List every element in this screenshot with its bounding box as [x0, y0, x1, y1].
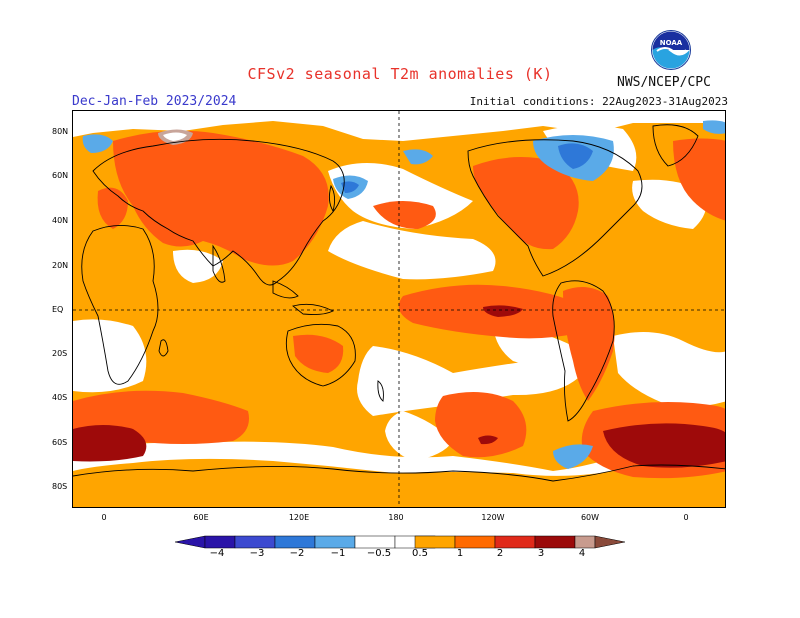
- colorbar-swatch: [454, 535, 496, 549]
- lat-label: 80N: [52, 127, 69, 136]
- colorbar-swatch: [354, 535, 396, 549]
- anomaly-map: [72, 110, 726, 508]
- noaa-logo-text: NOAA: [660, 39, 683, 47]
- colorbar-swatch: [274, 535, 316, 549]
- agency-label: NWS/NCEP/CPC: [617, 75, 711, 90]
- lat-label: 60N: [52, 171, 69, 180]
- colorbar-label: −3: [249, 548, 265, 559]
- colorbar-label: −1: [330, 548, 346, 559]
- lat-label: 20S: [52, 349, 68, 358]
- lat-label: 40N: [52, 216, 69, 225]
- initial-conditions-label: Initial conditions: 22Aug2023-31Aug2023: [469, 95, 728, 108]
- colorbar-label: −0.5: [366, 548, 392, 559]
- noaa-logo-icon: NOAA: [651, 30, 691, 70]
- lat-label: EQ: [52, 305, 64, 314]
- colorbar-label: −4: [209, 548, 225, 559]
- colorbar-label: 1: [456, 548, 464, 559]
- colorbar-swatch: [314, 535, 356, 549]
- colder-regions: [341, 143, 593, 193]
- lon-label: 60W: [580, 513, 600, 522]
- lon-label: 0: [101, 513, 107, 522]
- colorbar-swatch: [534, 535, 576, 549]
- colorbar-label: 4: [578, 548, 586, 559]
- colorbar-label: 2: [496, 548, 504, 559]
- colorbar: [175, 535, 625, 549]
- neutral-regions: [73, 111, 725, 476]
- colorbar-label: 0.5: [412, 548, 428, 559]
- lon-label: 0: [683, 513, 689, 522]
- colorbar-swatch: [204, 535, 236, 549]
- colorbar-swatch: [234, 535, 276, 549]
- strong-warm-regions: [73, 305, 725, 468]
- colorbar-arrow-right: [594, 535, 625, 549]
- lon-label: 120W: [481, 513, 505, 522]
- map-title: CFSv2 seasonal T2m anomalies (K): [247, 65, 553, 83]
- colorbar-swatch: [494, 535, 536, 549]
- lat-label: 80S: [52, 482, 68, 491]
- warm-regions: [73, 130, 725, 479]
- continent-outlines: [73, 124, 725, 482]
- lon-label: 120E: [288, 513, 310, 522]
- lon-label: 60E: [193, 513, 209, 522]
- colorbar-swatch: [414, 535, 456, 549]
- season-label: Dec-Jan-Feb 2023/2024: [72, 94, 237, 109]
- colorbar-label: 3: [537, 548, 545, 559]
- lon-label: 180: [388, 513, 404, 522]
- lat-label: 60S: [52, 438, 68, 447]
- lat-label: 40S: [52, 393, 68, 402]
- anomaly-map-svg: [73, 111, 725, 507]
- colorbar-swatch: [574, 535, 596, 549]
- colorbar-arrow-left: [175, 535, 206, 549]
- lat-label: 20N: [52, 261, 69, 270]
- colorbar-label: −2: [289, 548, 305, 559]
